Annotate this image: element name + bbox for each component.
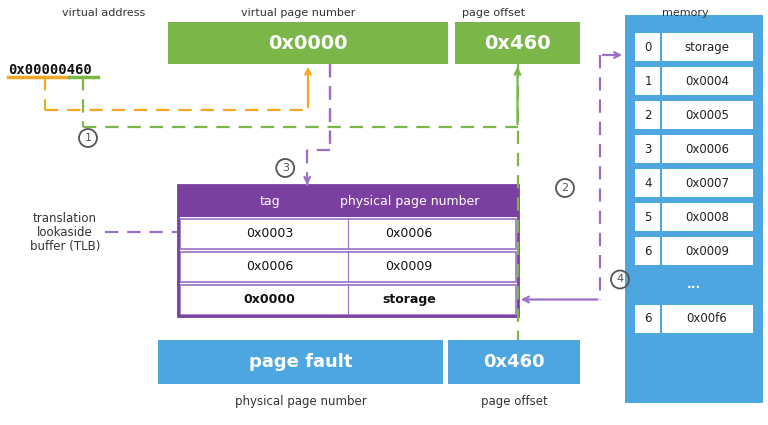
FancyBboxPatch shape — [635, 305, 753, 333]
Text: 0x0008: 0x0008 — [685, 210, 729, 224]
Text: buffer (TLB): buffer (TLB) — [30, 240, 100, 252]
Text: 4: 4 — [644, 176, 652, 190]
FancyBboxPatch shape — [178, 185, 518, 217]
Text: 4: 4 — [617, 275, 624, 284]
Text: 0x460: 0x460 — [484, 34, 551, 53]
Text: storage: storage — [382, 293, 436, 306]
Text: 0x0006: 0x0006 — [685, 142, 729, 156]
Text: 0x0006: 0x0006 — [247, 260, 293, 273]
Text: memory: memory — [662, 8, 708, 18]
Text: virtual page number: virtual page number — [241, 8, 355, 18]
Text: 6: 6 — [644, 312, 652, 326]
Text: page offset: page offset — [481, 396, 548, 408]
Text: virtual address: virtual address — [62, 8, 145, 18]
FancyBboxPatch shape — [635, 237, 753, 265]
Text: 0x0003: 0x0003 — [247, 227, 293, 240]
Text: 0x0000: 0x0000 — [268, 34, 348, 53]
Text: 2: 2 — [644, 108, 652, 122]
Text: 3: 3 — [644, 142, 652, 156]
FancyBboxPatch shape — [635, 203, 753, 231]
Text: 6: 6 — [644, 244, 652, 258]
Text: 0x0006: 0x0006 — [386, 227, 433, 240]
Text: 0x0004: 0x0004 — [685, 74, 729, 88]
FancyBboxPatch shape — [635, 67, 753, 95]
Text: storage: storage — [684, 40, 730, 54]
FancyBboxPatch shape — [635, 135, 753, 163]
Text: physical page number: physical page number — [339, 195, 479, 207]
Text: 0x00000460: 0x00000460 — [8, 63, 91, 77]
Text: 0x00f6: 0x00f6 — [687, 312, 727, 326]
Text: 0x460: 0x460 — [483, 353, 545, 371]
Text: translation: translation — [33, 212, 97, 224]
Text: 5: 5 — [644, 210, 652, 224]
FancyBboxPatch shape — [180, 285, 516, 315]
Text: 2: 2 — [561, 183, 568, 193]
Text: 1: 1 — [84, 133, 91, 143]
FancyBboxPatch shape — [625, 15, 763, 403]
FancyBboxPatch shape — [180, 219, 516, 249]
Text: 0x0009: 0x0009 — [685, 244, 729, 258]
FancyBboxPatch shape — [455, 22, 580, 64]
FancyBboxPatch shape — [448, 340, 580, 384]
FancyBboxPatch shape — [635, 169, 753, 197]
FancyBboxPatch shape — [635, 33, 753, 61]
FancyBboxPatch shape — [635, 101, 753, 129]
Text: ...: ... — [687, 278, 701, 292]
Text: lookaside: lookaside — [37, 226, 93, 238]
Text: 1: 1 — [644, 74, 652, 88]
Text: page fault: page fault — [249, 353, 353, 371]
FancyBboxPatch shape — [180, 252, 516, 282]
Text: 3: 3 — [282, 163, 289, 173]
Text: 0x0000: 0x0000 — [244, 293, 296, 306]
Text: 0x0005: 0x0005 — [685, 108, 729, 122]
Text: 0: 0 — [644, 40, 652, 54]
Text: 0x0009: 0x0009 — [386, 260, 433, 273]
FancyBboxPatch shape — [168, 22, 448, 64]
Text: 0x0007: 0x0007 — [685, 176, 729, 190]
FancyBboxPatch shape — [158, 340, 443, 384]
Text: page offset: page offset — [462, 8, 525, 18]
Text: physical page number: physical page number — [235, 396, 366, 408]
Text: tag: tag — [260, 195, 280, 207]
